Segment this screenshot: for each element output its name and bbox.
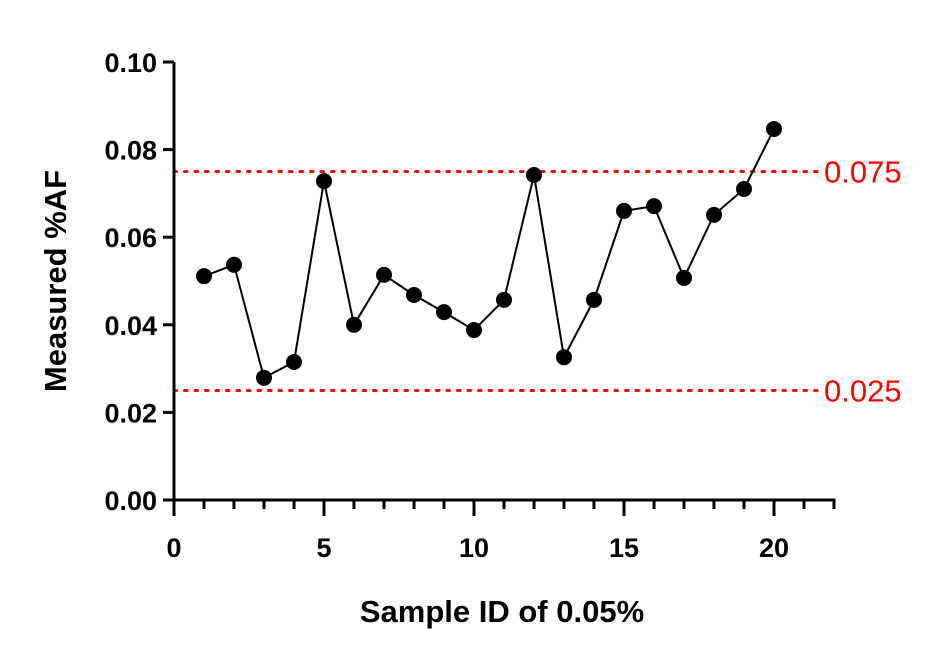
- data-point: [406, 287, 422, 304]
- data-point: [556, 349, 572, 366]
- data-point: [706, 206, 722, 223]
- x-tick-label: 0: [166, 533, 181, 563]
- y-tick-label: 0.10: [104, 48, 157, 78]
- reference-line-label: 0.075: [824, 155, 902, 190]
- x-tick-label: 15: [609, 533, 639, 563]
- data-point: [616, 202, 632, 219]
- y-tick-label: 0.06: [104, 223, 157, 253]
- data-point: [736, 181, 752, 198]
- data-point: [496, 291, 512, 308]
- reference-line-label: 0.025: [824, 374, 902, 409]
- data-point: [646, 198, 662, 215]
- series-line: [203, 128, 775, 380]
- data-point: [766, 121, 782, 138]
- data-point: [226, 256, 242, 273]
- y-axis-label: Measured %AF: [38, 170, 73, 392]
- x-tick-label: 20: [759, 533, 789, 563]
- data-point: [436, 304, 452, 321]
- x-tick-label: 5: [316, 533, 331, 563]
- data-point: [196, 268, 212, 285]
- y-tick-label: 0.08: [104, 136, 157, 166]
- data-point: [586, 291, 602, 308]
- data-point: [256, 369, 272, 386]
- y-tick-label: 0.00: [104, 486, 157, 516]
- x-tick-label: 10: [459, 533, 489, 563]
- data-point: [676, 269, 692, 286]
- data-point: [316, 173, 332, 190]
- data-point: [286, 354, 302, 371]
- x-axis-label: Sample ID of 0.05%: [360, 594, 644, 629]
- y-tick-label: 0.02: [104, 398, 157, 428]
- y-tick-label: 0.04: [104, 311, 157, 341]
- data-point: [376, 266, 392, 283]
- data-point: [466, 322, 482, 339]
- data-point: [346, 316, 362, 333]
- data-point: [526, 167, 542, 184]
